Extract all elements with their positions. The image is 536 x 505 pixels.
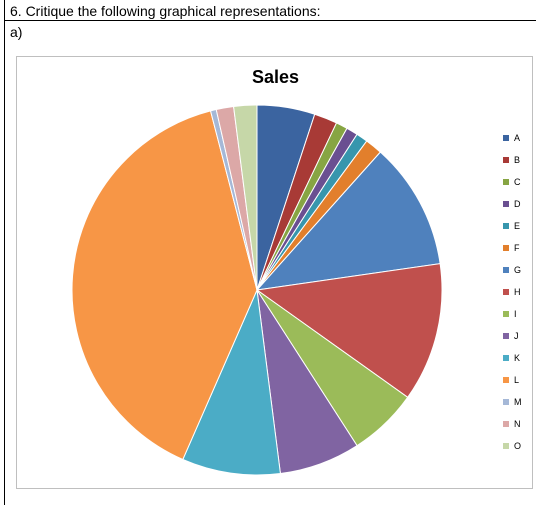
legend-item-f: F — [503, 241, 520, 255]
legend-item-m: M — [503, 395, 522, 409]
legend-swatch — [503, 267, 509, 273]
legend-swatch — [503, 399, 509, 405]
pie-slice-k — [182, 288, 281, 476]
legend-swatch — [503, 157, 509, 163]
pie-slice-l — [71, 110, 258, 461]
legend-label: F — [514, 243, 520, 253]
legend-swatch — [503, 245, 509, 251]
legend-swatch — [503, 355, 509, 361]
pie-chart — [71, 104, 443, 476]
legend-swatch — [503, 333, 509, 339]
legend-swatch — [503, 223, 509, 229]
legend-label: B — [514, 155, 521, 165]
legend-label: C — [514, 177, 521, 187]
legend-item-g: G — [503, 263, 521, 277]
legend-label: J — [514, 331, 519, 341]
legend-label: O — [514, 441, 522, 451]
chart-area: Sales A B C D E F G H I J K L M N O — [16, 56, 533, 489]
legend-swatch — [503, 179, 509, 185]
legend-swatch — [503, 421, 509, 427]
legend-label: E — [514, 221, 521, 231]
legend-item-l: L — [503, 373, 519, 387]
legend-label: A — [514, 133, 521, 143]
legend-item-e: E — [503, 219, 520, 233]
section-divider — [4, 20, 536, 21]
legend-label: K — [514, 353, 521, 363]
chart-title: Sales — [251, 67, 300, 87]
page-margin-rule — [4, 0, 5, 505]
legend-label: G — [514, 265, 522, 275]
legend-item-i: I — [503, 307, 517, 321]
legend-item-j: J — [503, 329, 519, 343]
question-text: 6. Critique the following graphical repr… — [10, 3, 321, 19]
legend-item-d: D — [503, 197, 521, 211]
legend-label: L — [514, 375, 520, 385]
legend-item-k: K — [503, 351, 520, 365]
legend-item-b: B — [503, 153, 520, 167]
pie-slice-g — [255, 151, 441, 291]
legend-item-n: N — [503, 417, 521, 431]
pie-slice-h — [255, 263, 443, 399]
legend-label: M — [514, 397, 522, 407]
legend-swatch — [503, 443, 509, 449]
legend-item-a: A — [503, 131, 520, 145]
legend-swatch — [503, 289, 509, 295]
legend-label: H — [514, 287, 521, 297]
pie-slice-o — [233, 104, 258, 291]
legend-swatch — [503, 201, 509, 207]
legend-item-o: O — [503, 439, 521, 453]
legend-label: N — [514, 419, 521, 429]
legend-item-c: C — [503, 175, 521, 189]
legend-item-h: H — [503, 285, 521, 299]
legend-label: D — [514, 199, 521, 209]
legend-swatch — [503, 311, 509, 317]
legend-swatch — [503, 135, 509, 141]
legend-swatch — [503, 377, 509, 383]
part-label: a) — [10, 24, 23, 40]
legend-label: I — [514, 309, 517, 319]
